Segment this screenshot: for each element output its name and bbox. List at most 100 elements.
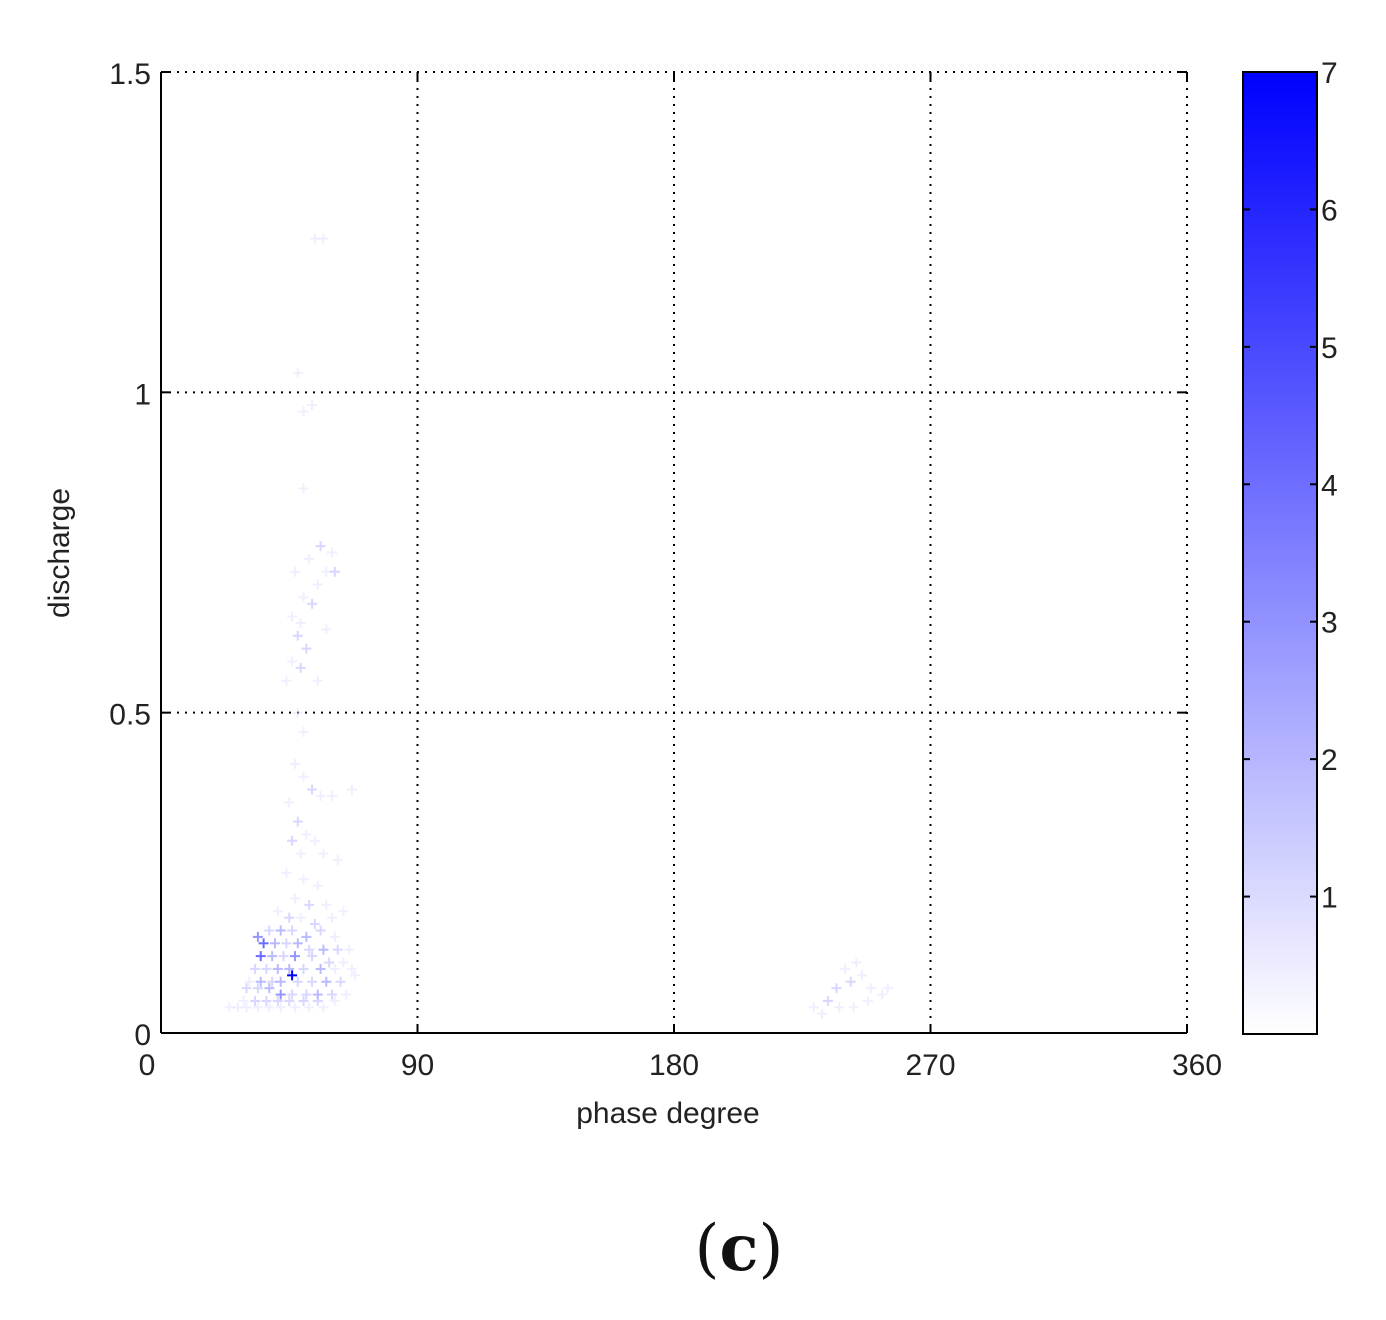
data-point <box>267 976 278 987</box>
x-tick-label: 0 <box>139 1049 156 1082</box>
data-point <box>264 983 275 994</box>
data-point <box>307 976 318 987</box>
data-point <box>284 797 295 808</box>
data-point <box>295 848 306 859</box>
data-point <box>292 816 303 827</box>
data-point <box>284 995 295 1006</box>
data-point <box>817 1008 828 1019</box>
data-point <box>332 944 343 955</box>
data-point <box>241 983 252 994</box>
data-point <box>275 976 286 987</box>
data-point <box>287 989 298 1000</box>
x-tick-label: 270 <box>905 1049 955 1082</box>
x-tick-label: 360 <box>1172 1049 1222 1082</box>
data-point <box>292 938 303 949</box>
y-tick-label: 0 <box>134 1019 151 1052</box>
data-point <box>275 989 286 1000</box>
data-point <box>224 1002 235 1013</box>
data-point <box>862 995 873 1006</box>
data-point <box>264 925 275 936</box>
data-point <box>281 938 292 949</box>
data-point <box>301 989 312 1000</box>
data-point <box>307 784 318 795</box>
data-point <box>275 1002 286 1013</box>
colorbar: 1 2 3 4 5 6 7 <box>1242 57 1338 1035</box>
data-point <box>287 970 298 981</box>
data-point <box>264 1002 275 1013</box>
colorbar-tick-label: 7 <box>1321 57 1338 90</box>
data-point <box>346 784 357 795</box>
panel-label-letter: c <box>720 1211 759 1286</box>
data-point <box>304 899 315 910</box>
data-point <box>332 855 343 866</box>
data-point <box>335 976 346 987</box>
colorbar-tick-label: 4 <box>1321 469 1338 502</box>
data-point <box>292 630 303 641</box>
colorbar-tick-label: 2 <box>1321 744 1338 777</box>
plot-area: 0 90 180 270 360 0 0.5 1 1.5 <box>109 58 1222 1082</box>
y-axis-ticks: 0 0.5 1 1.5 <box>109 58 1187 1052</box>
data-point <box>312 880 323 891</box>
data-point <box>321 624 332 635</box>
data-point <box>312 579 323 590</box>
data-point <box>309 835 320 846</box>
x-tick-label: 90 <box>401 1049 434 1082</box>
y-tick-label: 0.5 <box>109 699 151 732</box>
data-point <box>298 874 309 885</box>
data-point <box>318 944 329 955</box>
data-point <box>877 989 888 1000</box>
data-point <box>321 976 332 987</box>
data-point <box>289 758 300 769</box>
data-point <box>298 995 309 1006</box>
data-point <box>822 995 833 1006</box>
data-point <box>250 995 261 1006</box>
data-point <box>292 976 303 987</box>
data-point <box>315 963 326 974</box>
data-point <box>301 643 312 654</box>
y-tick-label: 1.5 <box>109 58 151 91</box>
data-point <box>301 931 312 942</box>
data-point <box>287 611 298 622</box>
data-point <box>284 912 295 923</box>
data-point <box>301 829 312 840</box>
data-point <box>289 893 300 904</box>
colorbar-ticks: 1 2 3 4 5 6 7 <box>1243 57 1338 915</box>
data-point <box>848 1002 859 1013</box>
data-point <box>295 662 306 673</box>
data-point <box>329 963 340 974</box>
data-point <box>304 1002 315 1013</box>
data-point <box>289 951 300 962</box>
svg-text:(c): (c) <box>695 1211 784 1286</box>
data-point <box>261 995 272 1006</box>
data-point <box>831 983 842 994</box>
colorbar-tick-label: 1 <box>1321 882 1338 915</box>
data-point <box>309 233 320 244</box>
data-point <box>341 989 352 1000</box>
data-point <box>252 931 263 942</box>
data-point <box>312 675 323 686</box>
data-point <box>307 400 318 411</box>
data-point <box>278 951 289 962</box>
data-point <box>845 976 856 987</box>
data-point <box>281 867 292 878</box>
data-point <box>318 1002 329 1013</box>
data-point <box>857 970 868 981</box>
data-point <box>261 963 272 974</box>
data-point <box>329 931 340 942</box>
data-point <box>255 976 266 987</box>
data-point <box>344 944 355 955</box>
data-point <box>304 944 315 955</box>
data-point <box>287 656 298 667</box>
data-point <box>287 835 298 846</box>
x-tick-label: 180 <box>649 1049 699 1082</box>
data-point <box>267 951 278 962</box>
data-point <box>272 963 283 974</box>
data-point <box>250 963 261 974</box>
data-point <box>232 1002 243 1013</box>
data-point <box>252 1002 263 1013</box>
data-point <box>289 1002 300 1013</box>
data-point <box>349 970 360 981</box>
data-point <box>275 925 286 936</box>
data-point <box>318 233 329 244</box>
